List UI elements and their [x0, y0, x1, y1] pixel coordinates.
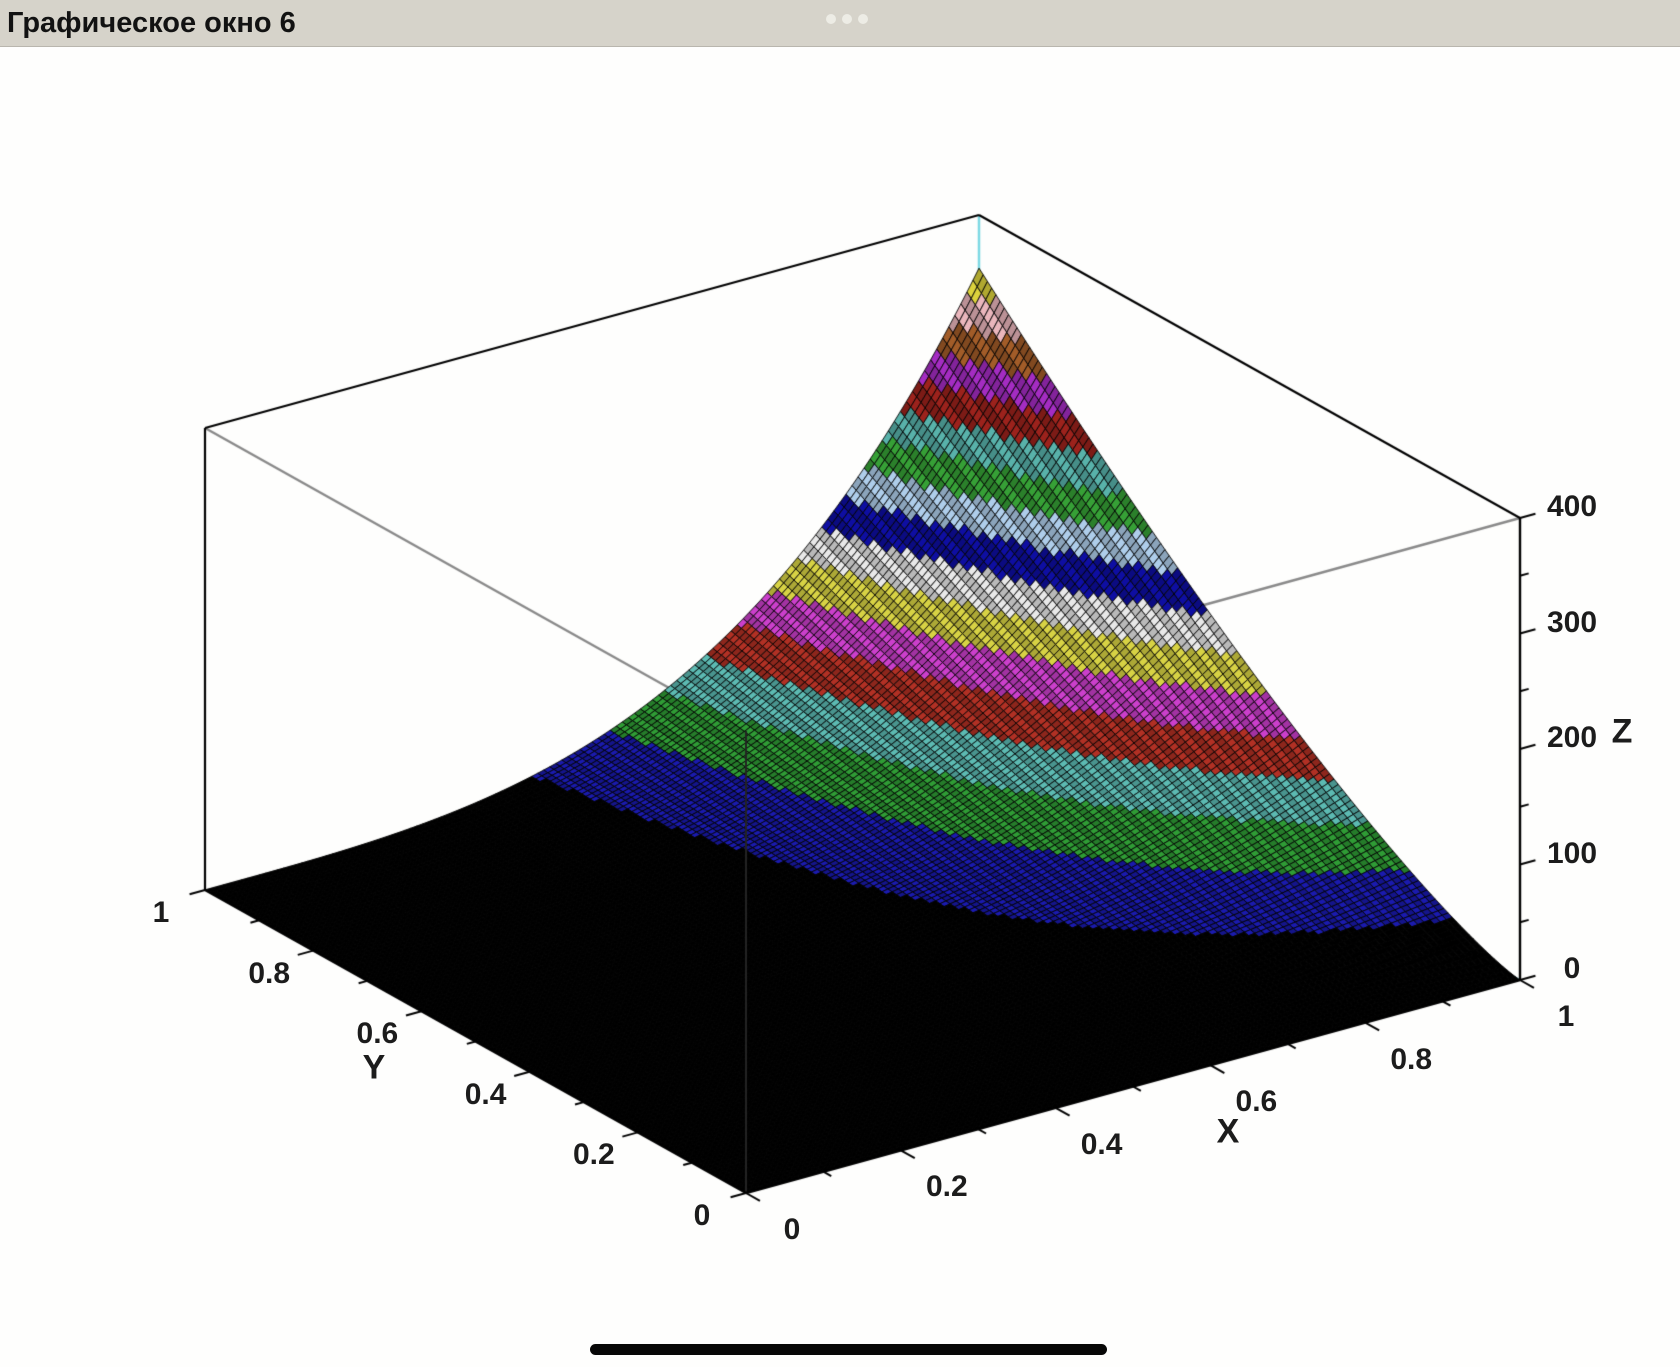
handle-dot-icon — [826, 14, 836, 24]
window-title: Графическое окно 6 — [7, 7, 296, 39]
home-indicator[interactable] — [590, 1344, 1107, 1355]
handle-dot-icon — [858, 14, 868, 24]
window-titlebar[interactable]: Графическое окно 6 — [0, 0, 1680, 47]
handle-dot-icon — [842, 14, 852, 24]
window-handle-dots-icon[interactable] — [826, 14, 874, 26]
